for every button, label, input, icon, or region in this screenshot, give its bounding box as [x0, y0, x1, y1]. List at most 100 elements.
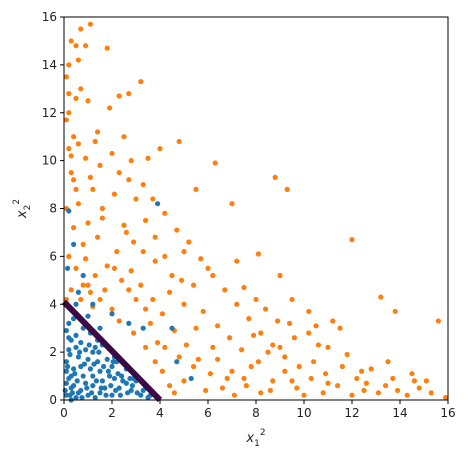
outer-class-point — [270, 342, 276, 348]
outer-class-point — [169, 272, 175, 279]
y-axis-ticks: 0 2 4 6 8 10 12 14 16 — [42, 10, 64, 407]
y-axis-label: x22 — [12, 199, 33, 219]
outer-class-point — [87, 21, 93, 27]
outer-class-point — [63, 296, 69, 303]
inner-class-point — [90, 301, 96, 307]
inner-class-point — [83, 380, 89, 386]
y-tick-label: 16 — [42, 10, 57, 24]
inner-class-point — [63, 359, 69, 365]
outer-class-point — [116, 93, 122, 99]
inner-class-point — [117, 392, 123, 398]
inner-class-point — [120, 378, 126, 384]
outer-class-point — [87, 289, 93, 295]
outer-class-point — [155, 339, 161, 346]
outer-class-point — [375, 390, 381, 396]
y-axis-label-sup: 2 — [12, 199, 22, 205]
outer-class-point — [114, 248, 120, 255]
outer-class-point — [73, 43, 79, 49]
outer-class-point — [385, 359, 391, 365]
inner-class-point — [87, 366, 93, 372]
outer-class-point — [301, 392, 307, 398]
outer-class-point — [109, 306, 115, 312]
inner-class-point — [145, 395, 151, 401]
outer-class-point — [224, 375, 230, 382]
outer-class-point — [203, 387, 209, 394]
inner-class-point — [134, 390, 140, 396]
outer-class-point — [219, 385, 225, 391]
outer-class-point — [159, 311, 165, 317]
inner-class-point — [93, 378, 99, 384]
outer-class-point — [272, 174, 278, 180]
outer-class-point — [253, 296, 259, 303]
outer-class-point — [222, 287, 228, 293]
outer-class-point — [138, 282, 144, 288]
inner-class-point — [73, 301, 79, 307]
outer-class-point — [162, 344, 168, 350]
y-tick-label: 2 — [49, 345, 57, 359]
outer-class-point — [186, 239, 192, 245]
outer-class-point — [248, 363, 254, 370]
outer-class-point — [277, 272, 283, 279]
inner-class-point — [83, 347, 89, 353]
inner-class-point — [63, 392, 69, 398]
inner-class-point — [73, 395, 79, 401]
inner-class-point — [125, 390, 131, 396]
outer-class-point — [205, 265, 211, 271]
outer-class-point — [207, 371, 213, 377]
outer-class-point — [111, 265, 117, 271]
outer-class-point — [284, 186, 290, 192]
inner-class-point — [75, 289, 81, 295]
outer-class-point — [66, 146, 72, 152]
outer-class-point — [63, 74, 69, 80]
outer-class-point — [147, 320, 153, 326]
inner-class-point — [73, 332, 79, 338]
outer-class-point — [176, 354, 182, 360]
inner-class-point — [75, 354, 81, 360]
outer-class-point — [85, 98, 91, 104]
outer-class-point — [167, 289, 173, 295]
outer-class-point — [191, 363, 197, 370]
outer-class-point — [75, 141, 81, 147]
outer-class-point — [263, 306, 269, 312]
outer-class-point — [289, 378, 295, 384]
outer-class-point — [99, 205, 105, 212]
points-layer — [62, 21, 449, 403]
outer-class-point — [140, 181, 146, 188]
inner-class-point — [105, 368, 111, 374]
outer-class-point — [80, 241, 86, 248]
outer-class-point — [191, 282, 197, 288]
outer-class-point — [73, 186, 79, 192]
outer-class-point — [282, 368, 288, 374]
inner-class-point — [109, 392, 115, 398]
outer-class-point — [363, 380, 369, 386]
outer-class-point — [325, 380, 331, 386]
inner-class-point — [66, 208, 72, 214]
outer-class-point — [344, 351, 350, 358]
outer-class-point — [335, 383, 341, 389]
outer-class-point — [323, 371, 329, 377]
outer-class-point — [234, 301, 240, 307]
outer-class-point — [143, 306, 149, 312]
outer-class-point — [289, 296, 295, 303]
outer-class-point — [215, 356, 221, 362]
outer-class-point — [265, 349, 271, 355]
inner-class-point — [81, 361, 87, 367]
outer-class-point — [174, 227, 180, 233]
outer-class-point — [66, 91, 72, 97]
outer-class-point — [315, 342, 321, 348]
outer-class-point — [85, 220, 91, 226]
inner-class-point — [107, 373, 113, 379]
decision-boundary-line — [61, 299, 163, 403]
outer-class-point — [311, 359, 317, 365]
inner-class-point — [78, 339, 84, 346]
inner-class-point — [111, 375, 117, 382]
x-tick-label: 2 — [108, 406, 116, 420]
inner-class-point — [140, 387, 146, 394]
outer-class-point — [395, 387, 401, 394]
inner-class-point — [108, 383, 114, 389]
inner-class-point — [65, 265, 71, 271]
outer-class-point — [99, 215, 105, 221]
outer-class-point — [95, 129, 101, 135]
outer-class-point — [138, 79, 144, 85]
